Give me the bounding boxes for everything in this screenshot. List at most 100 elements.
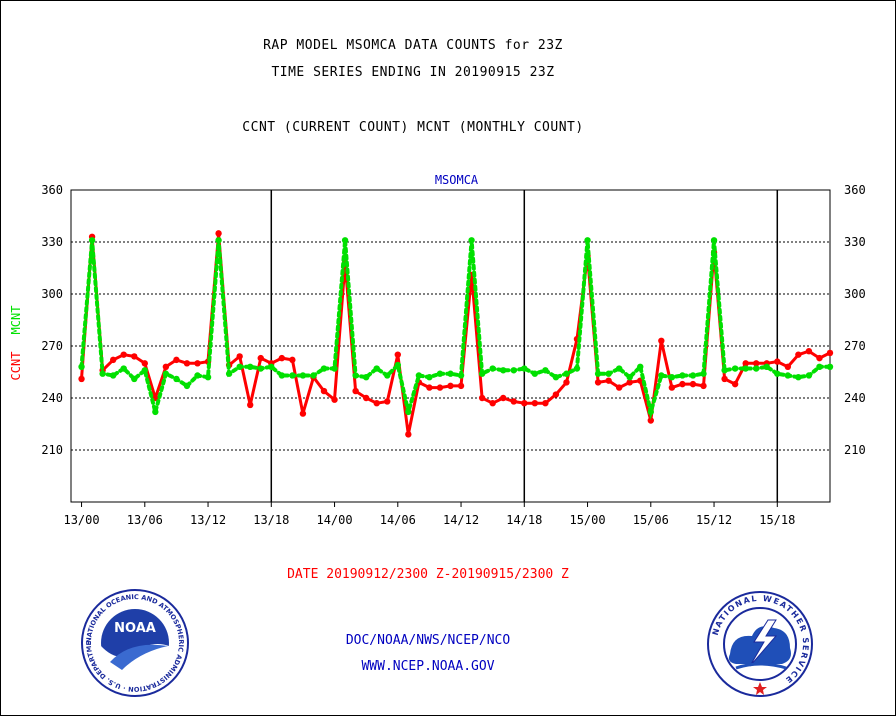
point-mcnt [774, 370, 781, 377]
point-ccnt [805, 348, 813, 355]
point-mcnt [457, 372, 465, 379]
x-tick-label: 14/12 [443, 513, 479, 527]
chart-title-line1: RAP MODEL MSOMCA DATA COUNTS for 23Z [263, 38, 563, 53]
point-mcnt [78, 363, 85, 370]
x-tick-label: 13/18 [253, 513, 289, 527]
point-ccnt [500, 394, 507, 402]
point-ccnt [183, 360, 191, 367]
y-tick-label-right: 270 [844, 339, 866, 353]
point-ccnt [405, 431, 412, 438]
point-mcnt [731, 365, 739, 372]
point-ccnt [247, 401, 254, 409]
point-mcnt [521, 365, 528, 372]
point-mcnt [373, 365, 380, 372]
point-mcnt [552, 374, 560, 381]
point-mcnt [700, 370, 707, 377]
point-mcnt [468, 237, 475, 244]
y-tick-label-left: 300 [41, 287, 63, 301]
point-mcnt [500, 367, 507, 374]
point-ccnt [731, 380, 739, 388]
y-tick-label-right: 240 [844, 391, 866, 405]
point-ccnt [362, 394, 370, 402]
point-ccnt [436, 384, 444, 391]
point-ccnt [626, 379, 633, 386]
point-mcnt [478, 370, 486, 377]
point-ccnt [721, 375, 728, 383]
y-tick-label-left: 330 [41, 235, 63, 249]
point-mcnt [668, 374, 676, 381]
point-ccnt [700, 382, 707, 390]
point-ccnt [120, 351, 127, 358]
point-mcnt [563, 370, 570, 377]
point-mcnt [278, 372, 286, 379]
point-ccnt [795, 351, 802, 358]
x-tick-label: 13/12 [190, 513, 226, 527]
point-mcnt [626, 374, 633, 381]
y-tick-label-right: 330 [844, 235, 866, 249]
x-tick-label: 15/00 [569, 513, 605, 527]
point-mcnt [805, 372, 813, 379]
point-mcnt [310, 372, 317, 379]
point-mcnt [394, 361, 401, 369]
point-ccnt [784, 363, 792, 370]
point-mcnt [489, 365, 496, 372]
y-axis-label-ccnt: CCNT [9, 352, 23, 381]
point-mcnt [331, 365, 338, 372]
point-ccnt [742, 360, 749, 367]
point-mcnt [405, 408, 412, 416]
point-mcnt [183, 382, 191, 390]
point-ccnt [489, 400, 496, 407]
point-ccnt [236, 353, 243, 360]
chart-title-line2: TIME SERIES ENDING IN 20190915 23Z [271, 65, 555, 80]
point-mcnt [88, 237, 96, 244]
chart-title-line3: CCNT (CURRENT COUNT) MCNT (MONTHLY COUNT… [242, 120, 584, 135]
x-tick-label: 13/06 [127, 513, 163, 527]
point-ccnt [552, 391, 560, 398]
nws-logo: NATIONAL WEATHER SERVICE [707, 591, 813, 697]
date-range-label: DATE 20190912/2300 Z-20190915/2300 Z [287, 567, 569, 582]
x-tick-label: 15/18 [759, 513, 795, 527]
point-ccnt [131, 353, 138, 360]
point-mcnt [679, 372, 686, 379]
point-ccnt [605, 377, 612, 384]
point-mcnt [141, 367, 148, 374]
point-mcnt [605, 370, 612, 377]
noaa-logo: NATIONAL OCEANIC AND ATMOSPHERIC ADMINIS… [80, 588, 189, 697]
point-ccnt [689, 380, 697, 388]
point-mcnt [215, 237, 222, 244]
point-mcnt [247, 363, 254, 370]
point-mcnt [173, 375, 180, 383]
point-mcnt [647, 408, 654, 416]
point-ccnt [753, 360, 760, 367]
point-mcnt [152, 408, 159, 416]
station-title: MSOMCA [435, 173, 479, 187]
point-mcnt [447, 370, 454, 377]
point-mcnt [531, 370, 539, 377]
y-tick-label-left: 240 [41, 391, 63, 405]
x-tick-label: 15/12 [696, 513, 732, 527]
point-mcnt [162, 370, 170, 377]
point-mcnt [573, 365, 581, 372]
point-mcnt [320, 365, 328, 372]
y-tick-label-left: 270 [41, 339, 63, 353]
point-ccnt [679, 380, 686, 388]
point-mcnt [784, 372, 792, 379]
point-mcnt [225, 370, 233, 377]
point-mcnt [415, 372, 423, 379]
point-mcnt [763, 363, 770, 370]
x-tick-label: 14/00 [316, 513, 352, 527]
point-ccnt [384, 398, 391, 405]
point-ccnt [510, 398, 517, 405]
point-ccnt [289, 356, 296, 364]
point-mcnt [826, 363, 834, 370]
y-tick-label-left: 360 [41, 183, 63, 197]
point-ccnt [774, 358, 781, 365]
y-tick-label-right: 300 [844, 287, 866, 301]
point-mcnt [594, 370, 602, 377]
point-mcnt [257, 365, 264, 372]
point-ccnt [531, 400, 539, 407]
url-link[interactable]: WWW.NCEP.NOAA.GOV [361, 659, 495, 674]
point-mcnt [542, 367, 549, 374]
series-layer [78, 230, 834, 438]
point-ccnt [563, 379, 570, 386]
